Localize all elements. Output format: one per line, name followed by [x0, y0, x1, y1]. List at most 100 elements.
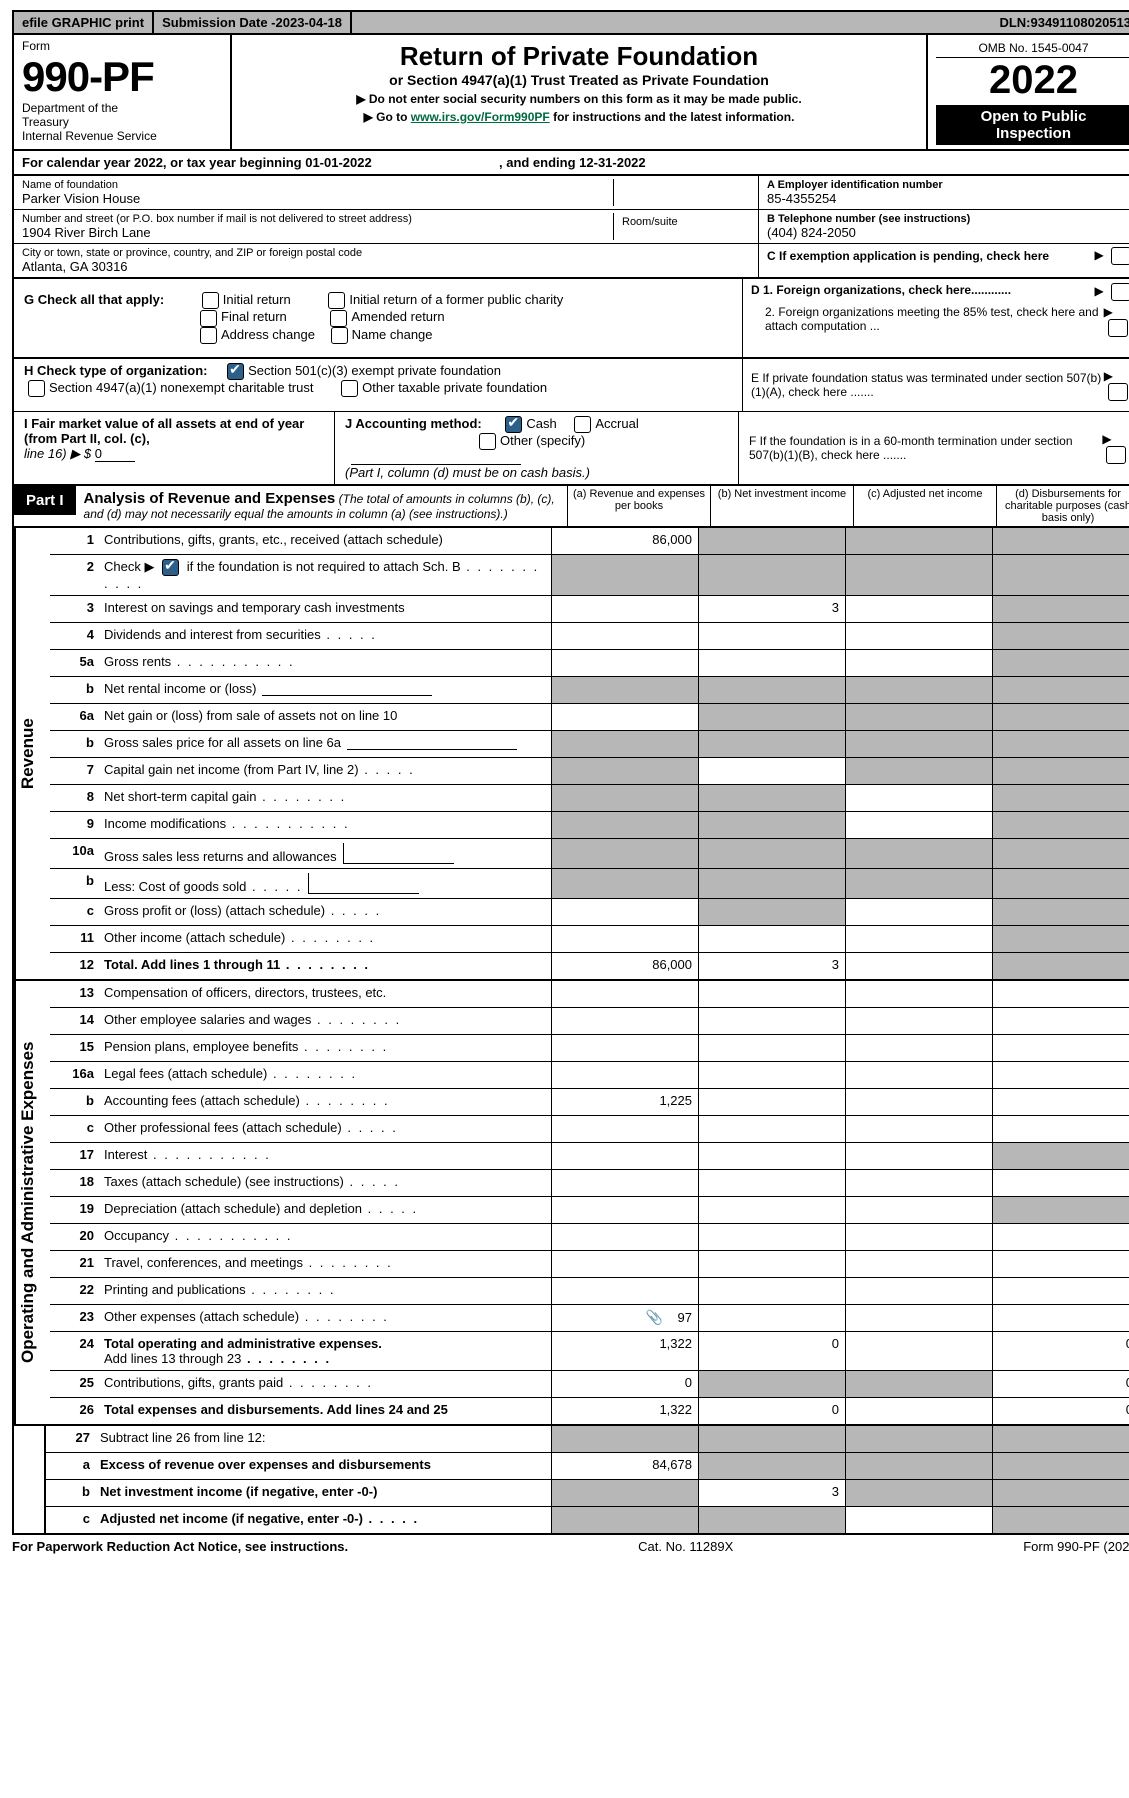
chk-accrual[interactable]: [574, 416, 591, 433]
chk-amended[interactable]: [330, 310, 347, 327]
pending-label: C If exemption application is pending, c…: [767, 249, 1049, 263]
dept-line-2: Treasury: [22, 115, 222, 129]
page-footer: For Paperwork Reduction Act Notice, see …: [12, 1539, 1129, 1554]
form-word: Form: [22, 39, 222, 53]
section-g: G Check all that apply: Initial return I…: [12, 279, 1129, 359]
g-label: G Check all that apply:: [24, 292, 164, 307]
header-left: Form 990-PF Department of the Treasury I…: [14, 35, 232, 149]
efile-label[interactable]: efile GRAPHIC print: [14, 12, 154, 33]
row-15: 15Pension plans, employee benefits: [50, 1035, 1129, 1062]
row-10b: bLess: Cost of goods sold: [50, 869, 1129, 899]
row-12: 12Total. Add lines 1 through 1186,0003: [50, 953, 1129, 979]
d1-checkbox[interactable]: [1111, 283, 1129, 301]
chk-cash[interactable]: [505, 416, 522, 433]
row-27b: bNet investment income (if negative, ent…: [46, 1480, 1129, 1507]
row-10a: 10aGross sales less returns and allowanc…: [50, 839, 1129, 869]
city-label: City or town, state or province, country…: [22, 247, 750, 259]
row-3: 3Interest on savings and temporary cash …: [50, 596, 1129, 623]
row-18: 18Taxes (attach schedule) (see instructi…: [50, 1170, 1129, 1197]
i-value: 0: [95, 446, 135, 462]
row-24: 24Total operating and administrative exp…: [50, 1332, 1129, 1371]
section-f: F If the foundation is in a 60-month ter…: [739, 412, 1129, 484]
chk-no-sch-b[interactable]: [162, 559, 179, 576]
form-title: Return of Private Foundation: [240, 41, 918, 72]
header-mid: Return of Private Foundation or Section …: [232, 35, 928, 149]
row-23: 23Other expenses (attach schedule)📎 97: [50, 1305, 1129, 1332]
pending-checkbox[interactable]: [1111, 247, 1129, 265]
d2-checkbox[interactable]: [1108, 319, 1128, 337]
section-ijf: I Fair market value of all assets at end…: [12, 412, 1129, 486]
row-20: 20Occupancy: [50, 1224, 1129, 1251]
e-checkbox[interactable]: [1108, 383, 1128, 401]
ein-label: A Employer identification number: [767, 179, 1129, 191]
footer-left: For Paperwork Reduction Act Notice, see …: [12, 1539, 348, 1554]
chk-address-change[interactable]: [200, 327, 217, 344]
row-7: 7Capital gain net income (from Part IV, …: [50, 758, 1129, 785]
expenses-table: Operating and Administrative Expenses 13…: [12, 981, 1129, 1426]
row-27: 27Subtract line 26 from line 12:: [46, 1426, 1129, 1453]
chk-4947[interactable]: [28, 380, 45, 397]
revenue-side-label: Revenue: [14, 528, 50, 979]
row-21: 21Travel, conferences, and meetings: [50, 1251, 1129, 1278]
row-16c: cOther professional fees (attach schedul…: [50, 1116, 1129, 1143]
chk-other-method[interactable]: [479, 433, 496, 450]
top-bar: efile GRAPHIC print Submission Date - 20…: [12, 10, 1129, 35]
row-27c: cAdjusted net income (if negative, enter…: [46, 1507, 1129, 1533]
section-e: E If private foundation status was termi…: [742, 359, 1129, 411]
instructions-link[interactable]: www.irs.gov/Form990PF: [411, 110, 550, 124]
row-6b: bGross sales price for all assets on lin…: [50, 731, 1129, 758]
line27-rows: 27Subtract line 26 from line 12: aExcess…: [46, 1426, 1129, 1533]
entity-left: Name of foundation Parker Vision House N…: [14, 176, 758, 277]
part1-tag: Part I: [14, 486, 76, 515]
expenses-rows: 13Compensation of officers, directors, t…: [50, 981, 1129, 1424]
row-13: 13Compensation of officers, directors, t…: [50, 981, 1129, 1008]
open-to-public: Open to PublicInspection: [936, 105, 1129, 145]
col-b-header: (b) Net investment income: [711, 486, 854, 526]
d2-label: 2. Foreign organizations meeting the 85%…: [751, 305, 1104, 337]
city-row: City or town, state or province, country…: [14, 244, 758, 277]
row-5a: 5aGross rents: [50, 650, 1129, 677]
section-d: D 1. Foreign organizations, check here..…: [742, 279, 1129, 357]
header-right: OMB No. 1545-0047 2022 Open to PublicIns…: [928, 35, 1129, 149]
col-d-header: (d) Disbursements for charitable purpose…: [997, 486, 1129, 526]
row-16a: 16aLegal fees (attach schedule): [50, 1062, 1129, 1089]
topbar-spacer: [352, 12, 991, 33]
form-header: Form 990-PF Department of the Treasury I…: [12, 35, 1129, 151]
chk-final-return[interactable]: [200, 310, 217, 327]
entity-info: Name of foundation Parker Vision House N…: [12, 176, 1129, 279]
ein-cell: A Employer identification number 85-4355…: [759, 176, 1129, 210]
f-label: F If the foundation is in a 60-month ter…: [749, 434, 1102, 462]
row-10c: cGross profit or (loss) (attach schedule…: [50, 899, 1129, 926]
row-25: 25Contributions, gifts, grants paid00: [50, 1371, 1129, 1398]
line27-spacer: [14, 1426, 46, 1533]
row-14: 14Other employee salaries and wages: [50, 1008, 1129, 1035]
section-j: J Accounting method: Cash Accrual Other …: [335, 412, 739, 484]
street-address: 1904 River Birch Lane: [22, 225, 613, 240]
row-8: 8Net short-term capital gain: [50, 785, 1129, 812]
chk-initial-return[interactable]: [202, 292, 219, 309]
chk-name-change[interactable]: [331, 327, 348, 344]
col-c-header: (c) Adjusted net income: [854, 486, 997, 526]
f-checkbox[interactable]: [1106, 446, 1126, 464]
instr-2: ▶ Go to www.irs.gov/Form990PF for instru…: [240, 110, 918, 124]
part1-desc: Analysis of Revenue and Expenses (The to…: [76, 486, 568, 526]
row-1: 1Contributions, gifts, grants, etc., rec…: [50, 528, 1129, 555]
ein-value: 85-4355254: [767, 191, 1129, 206]
name-label: Name of foundation: [22, 179, 613, 191]
j-note: (Part I, column (d) must be on cash basi…: [345, 465, 590, 480]
row-5b: bNet rental income or (loss): [50, 677, 1129, 704]
h-label: H Check type of organization:: [24, 363, 207, 378]
chk-initial-public[interactable]: [328, 292, 345, 309]
dept-line-3: Internal Revenue Service: [22, 129, 222, 143]
phone-cell: B Telephone number (see instructions) (4…: [759, 210, 1129, 244]
tax-year: 2022: [936, 58, 1129, 103]
form-subtitle: or Section 4947(a)(1) Trust Treated as P…: [240, 72, 918, 88]
address-row: Number and street (or P.O. box number if…: [14, 210, 758, 244]
chk-other-taxable[interactable]: [341, 380, 358, 397]
foundation-name: Parker Vision House: [22, 191, 613, 206]
i-label: I Fair market value of all assets at end…: [24, 416, 304, 446]
revenue-table: Revenue 1Contributions, gifts, grants, e…: [12, 528, 1129, 981]
form-number: 990-PF: [22, 53, 222, 101]
attachment-icon[interactable]: 📎: [646, 1309, 663, 1325]
chk-501c3[interactable]: [227, 363, 244, 380]
